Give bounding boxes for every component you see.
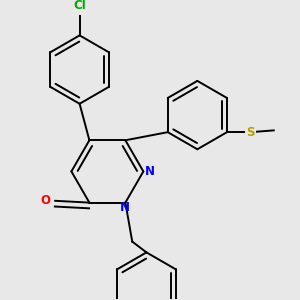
- Text: O: O: [41, 194, 51, 207]
- Text: S: S: [246, 126, 255, 139]
- Text: N: N: [145, 165, 155, 178]
- Text: N: N: [120, 201, 130, 214]
- Text: Cl: Cl: [73, 0, 86, 12]
